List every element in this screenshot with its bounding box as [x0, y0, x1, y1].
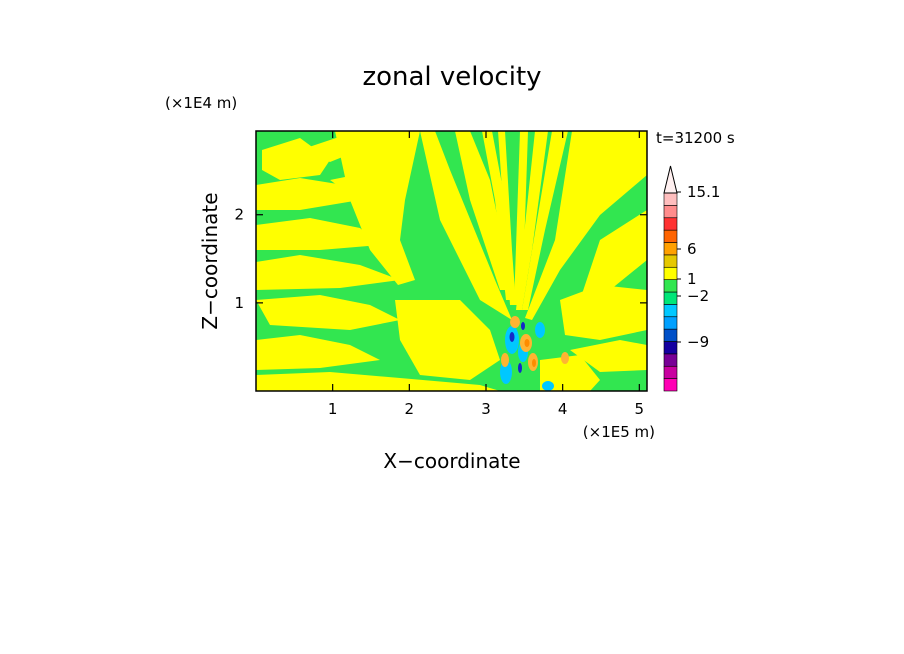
colorbar-band — [663, 229, 678, 243]
x-axis-ticks: 1 2 3 4 5 — [328, 131, 644, 418]
colorbar-band — [663, 242, 678, 256]
colorbar-overflow-triangle — [663, 165, 678, 194]
time-label: t=31200 s — [656, 129, 735, 147]
x-tick-label: 1 — [328, 400, 338, 418]
x-axis-title: X−coordinate — [383, 449, 520, 473]
colorbar-band — [663, 316, 678, 330]
y-tick-label: 1 — [234, 294, 244, 312]
colorbar-band — [663, 254, 678, 268]
x-unit-label: (×1E5 m) — [583, 423, 655, 441]
colorbar-band — [663, 205, 678, 219]
colorbar-band — [663, 217, 678, 231]
colorbar-tick-label: −9 — [687, 333, 709, 351]
y-tick-label: 2 — [234, 206, 244, 224]
colorbar-band — [663, 291, 678, 305]
colorbar-tick-label: 1 — [687, 270, 697, 288]
plot-frame — [255, 130, 648, 392]
x-tick-label: 3 — [481, 400, 491, 418]
colorbar-band — [663, 266, 678, 280]
colorbar-band — [663, 304, 678, 318]
velocity-field — [256, 131, 647, 391]
colorbar-band — [663, 353, 678, 367]
colorbar: 15.1 6 1−2 −9 — [663, 165, 720, 392]
colorbar-tick-label: −2 — [687, 287, 709, 305]
x-tick-label: 4 — [558, 400, 568, 418]
colorbar-band — [663, 341, 678, 355]
colorbar-tick-label: 6 — [687, 240, 697, 258]
x-tick-label: 5 — [635, 400, 645, 418]
colorbar-band — [663, 328, 678, 342]
colorbar-band — [663, 192, 678, 206]
colorbar-tick-label: 15.1 — [687, 183, 720, 201]
y-axis-title: Z−coordinate — [198, 192, 222, 329]
chart-title: zonal velocity — [362, 62, 541, 92]
y-unit-label: (×1E4 m) — [165, 94, 237, 112]
colorbar-band — [663, 378, 678, 392]
colorbar-band — [663, 365, 678, 379]
x-tick-label: 2 — [405, 400, 415, 418]
colorbar-band — [663, 279, 678, 293]
y-axis-ticks: 12 — [234, 206, 647, 312]
